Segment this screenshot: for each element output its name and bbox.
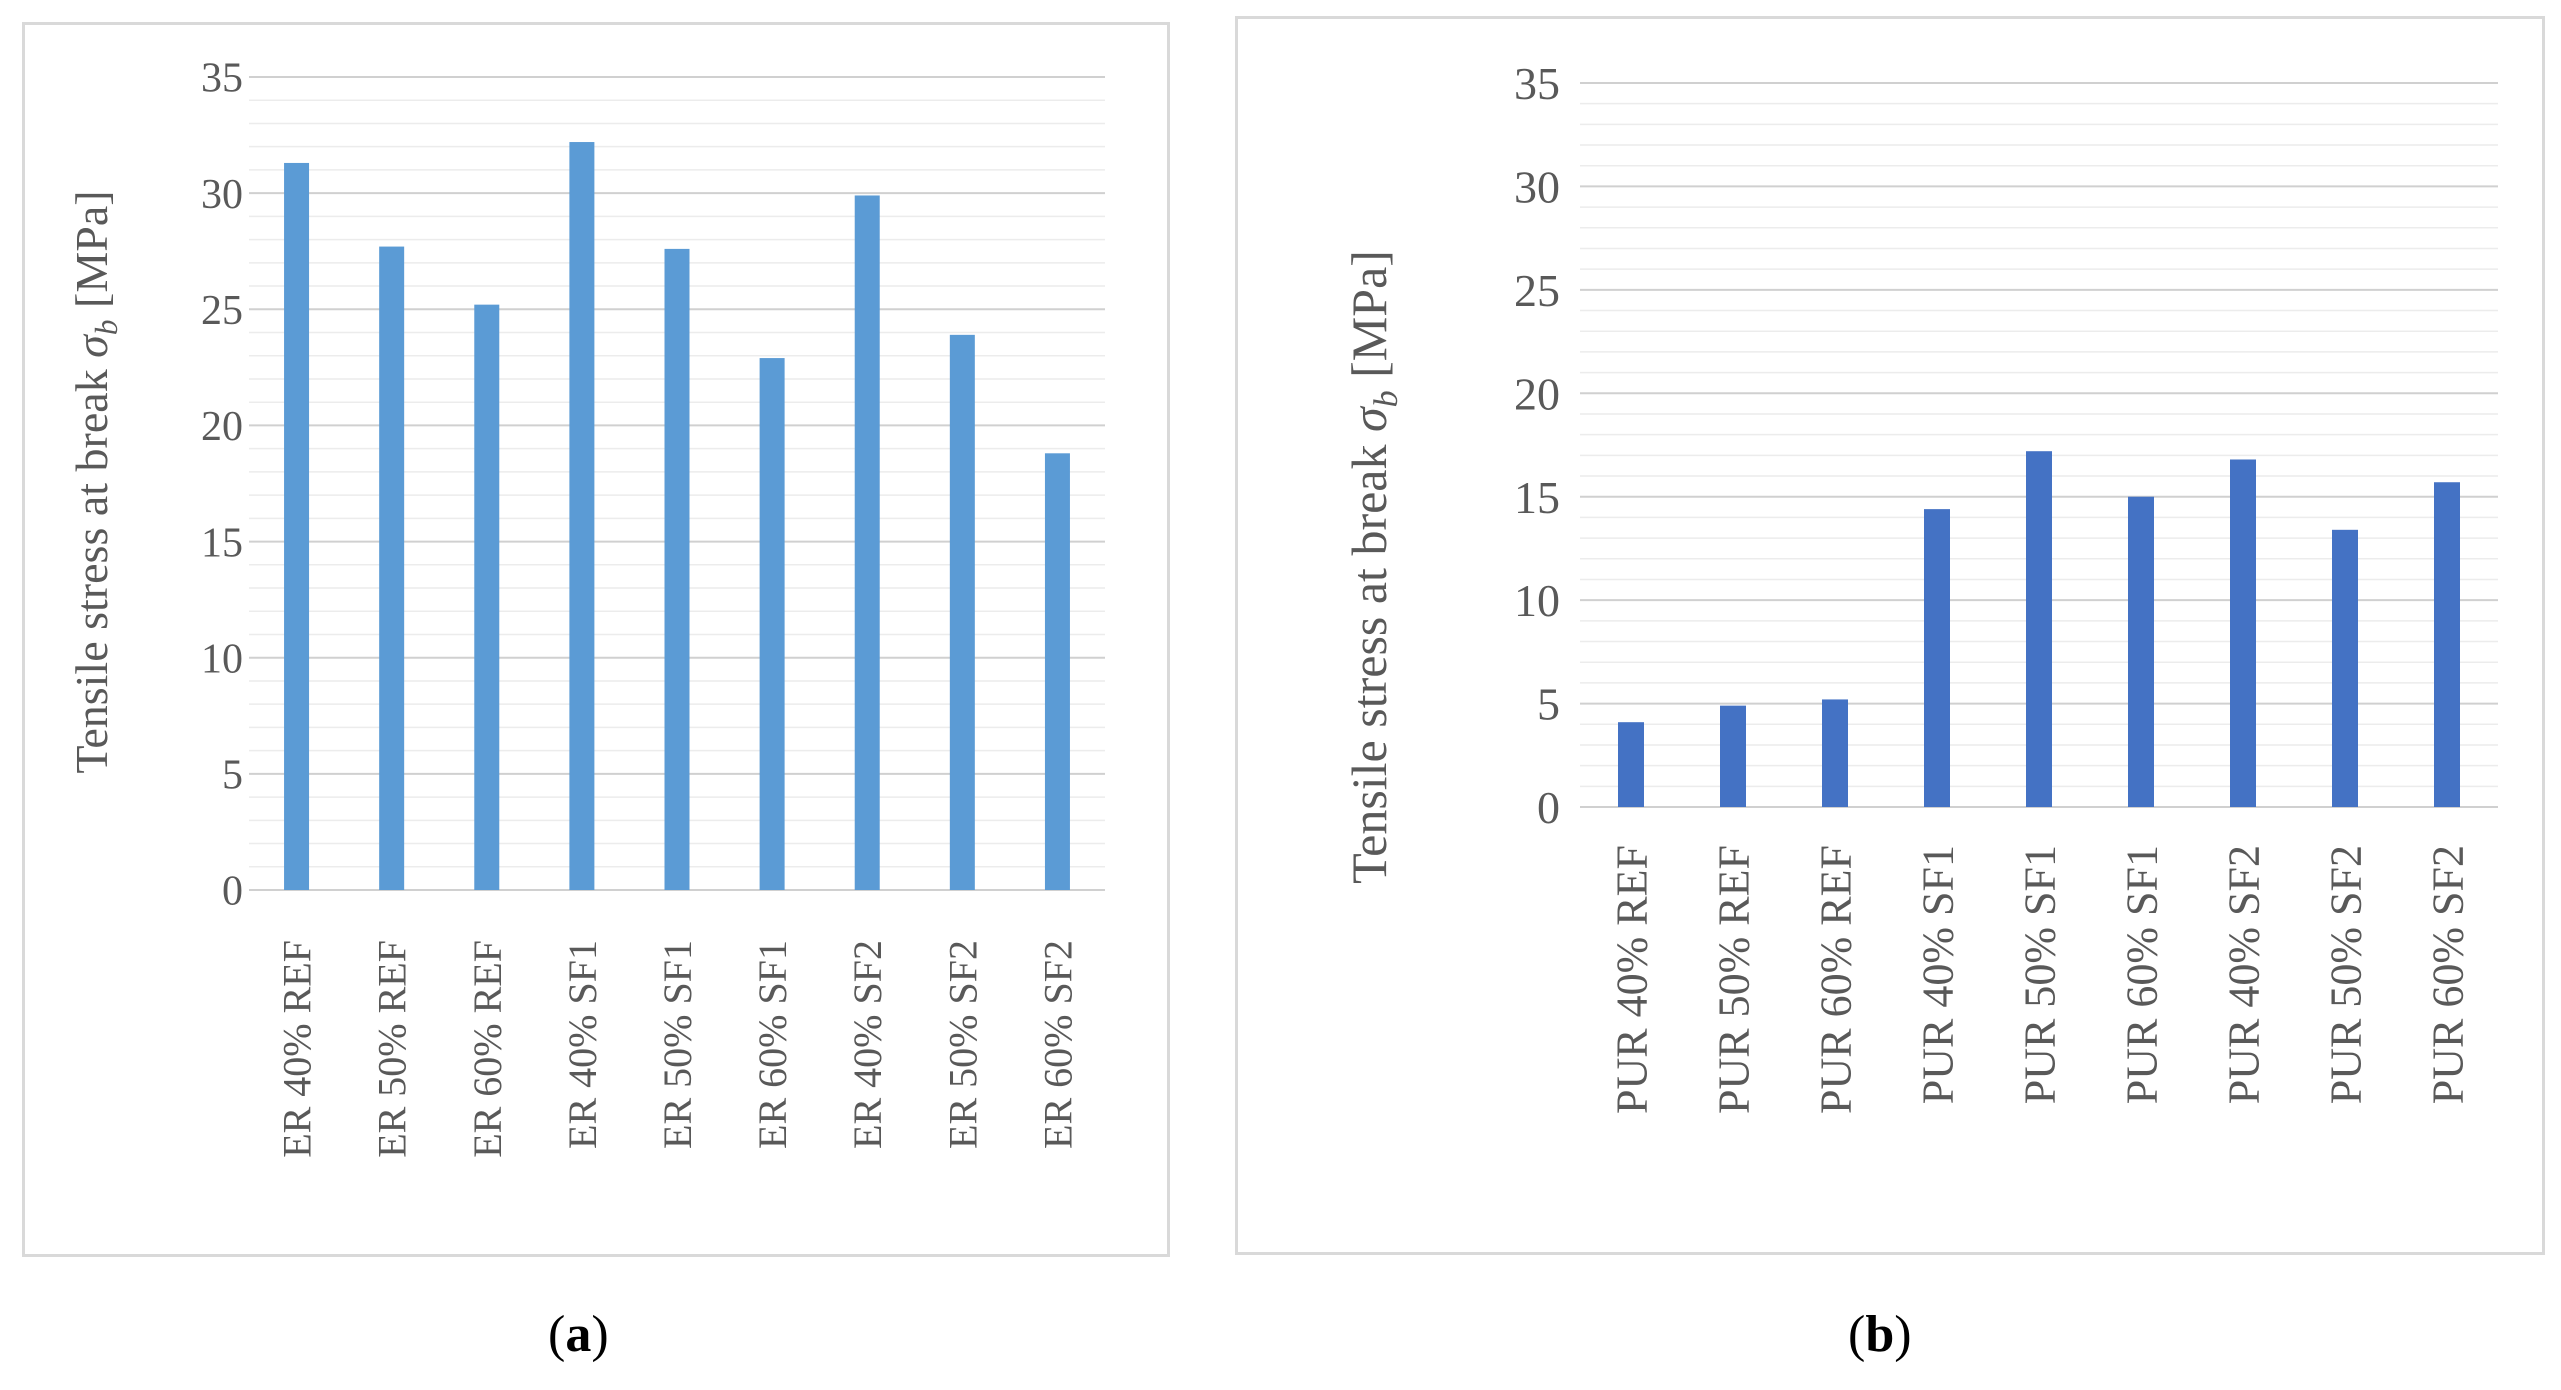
y-tick-label: 25 (1514, 265, 1560, 316)
y-tick-label: 20 (201, 404, 243, 450)
x-category-label: PUR 40% REF (1607, 845, 1656, 1114)
x-category-labels-a: ER 40% REF ER 50% REF ER 60% REF ER 40% SF1… (275, 940, 1081, 1158)
x-category-labels-b: PUR 40% REF PUR 50% REF PUR 60% REF PUR 40%… (1607, 845, 2472, 1114)
y-tick-label: 35 (201, 56, 243, 102)
bar-2 (1720, 705, 1746, 807)
x-category-label: PUR 60% REF (1811, 845, 1860, 1114)
y-tick-label: 5 (222, 753, 243, 799)
bar-7 (854, 195, 880, 891)
y-tick-labels-b: 0 5 10 15 20 25 30 35 (1514, 58, 1560, 833)
x-category-label: ER 60% SF2 (1035, 940, 1080, 1149)
bar-7 (2230, 459, 2256, 807)
x-category-label: ER 60% REF (465, 940, 510, 1158)
y-axis-title-subscript: b (89, 319, 124, 335)
y-axis-title-unit: [MPa] (66, 190, 117, 319)
bar-3 (1822, 699, 1848, 807)
x-category-label: ER 50% SF2 (940, 940, 985, 1149)
y-axis-title-text: Tensile stress at break (66, 358, 117, 774)
x-category-label: PUR 60% SF2 (2423, 845, 2472, 1104)
x-category-label: ER 50% REF (370, 940, 415, 1158)
bars-b (1618, 451, 2460, 807)
y-tick-label: 5 (1537, 679, 1560, 730)
bar-5 (664, 248, 690, 891)
bar-1 (284, 162, 310, 891)
y-tick-label: 30 (1514, 162, 1560, 213)
x-category-label: PUR 50% SF1 (2015, 845, 2064, 1104)
bar-9 (1044, 453, 1070, 890)
bar-4 (1924, 509, 1950, 807)
caption-a: (a) (548, 1306, 609, 1363)
x-category-label: ER 60% SF1 (750, 940, 795, 1149)
x-category-label: ER 40% SF1 (560, 940, 605, 1149)
y-tick-label: 10 (1514, 575, 1560, 626)
y-tick-label: 30 (201, 172, 243, 218)
bars-a (284, 142, 1070, 891)
y-tick-label: 35 (1514, 58, 1560, 109)
bar-8 (2332, 529, 2358, 807)
x-category-label: PUR 40% SF2 (2219, 845, 2268, 1104)
caption-b: (b) (1848, 1306, 1912, 1363)
y-axis-title: Tensile stress at break σb [MPa] (1341, 250, 1405, 884)
bar-2 (379, 246, 405, 890)
y-tick-label: 15 (1514, 472, 1560, 523)
caption-a-letter: a (565, 1306, 592, 1363)
y-tick-labels-a: 0 5 10 15 20 25 30 35 (201, 56, 243, 915)
y-tick-label: 20 (1514, 368, 1560, 419)
x-category-label: PUR 60% SF1 (2117, 845, 2166, 1104)
x-category-label: PUR 40% SF1 (1913, 845, 1962, 1104)
y-axis-title-subscript: b (1368, 390, 1405, 407)
caption-b-letter: b (1865, 1306, 1895, 1363)
chart-panel-b: 0 5 10 15 20 25 30 35 PUR 40% REF PUR 50% REF PUR … (1235, 16, 2545, 1255)
bar-9 (2434, 482, 2460, 807)
y-axis-title-text: Tensile stress at break (1341, 432, 1397, 884)
y-tick-label: 25 (201, 288, 243, 334)
bar-6 (2128, 496, 2154, 807)
x-category-label: PUR 50% REF (1709, 845, 1758, 1114)
bar-chart-a: 0 5 10 15 20 25 30 35 ER 40% REF ER 50% REF ER 60%… (66, 56, 1105, 1158)
y-tick-label: 0 (222, 869, 243, 915)
x-category-label: ER 40% SF2 (845, 940, 890, 1149)
y-tick-label: 10 (201, 636, 243, 682)
y-axis-title-unit: [MPa] (1341, 250, 1397, 390)
y-axis-title-symbol: σ (1341, 405, 1397, 432)
bar-8 (949, 334, 975, 890)
bar-3 (474, 304, 500, 890)
y-tick-label: 15 (201, 520, 243, 566)
bar-1 (1618, 722, 1644, 807)
y-axis-title-symbol: σ (66, 333, 117, 358)
y-axis-title: Tensile stress at break σb [MPa] (66, 190, 124, 773)
y-tick-label: 0 (1537, 782, 1560, 833)
x-category-label: ER 50% SF1 (655, 940, 700, 1149)
bar-5 (2026, 451, 2052, 807)
bar-6 (759, 358, 785, 891)
chart-panel-a: 0 5 10 15 20 25 30 35 ER 40% REF ER 50% REF ER 60%… (22, 22, 1170, 1257)
x-category-label: ER 40% REF (275, 940, 320, 1158)
x-category-label: PUR 50% SF2 (2321, 845, 2370, 1104)
bar-4 (569, 142, 595, 890)
